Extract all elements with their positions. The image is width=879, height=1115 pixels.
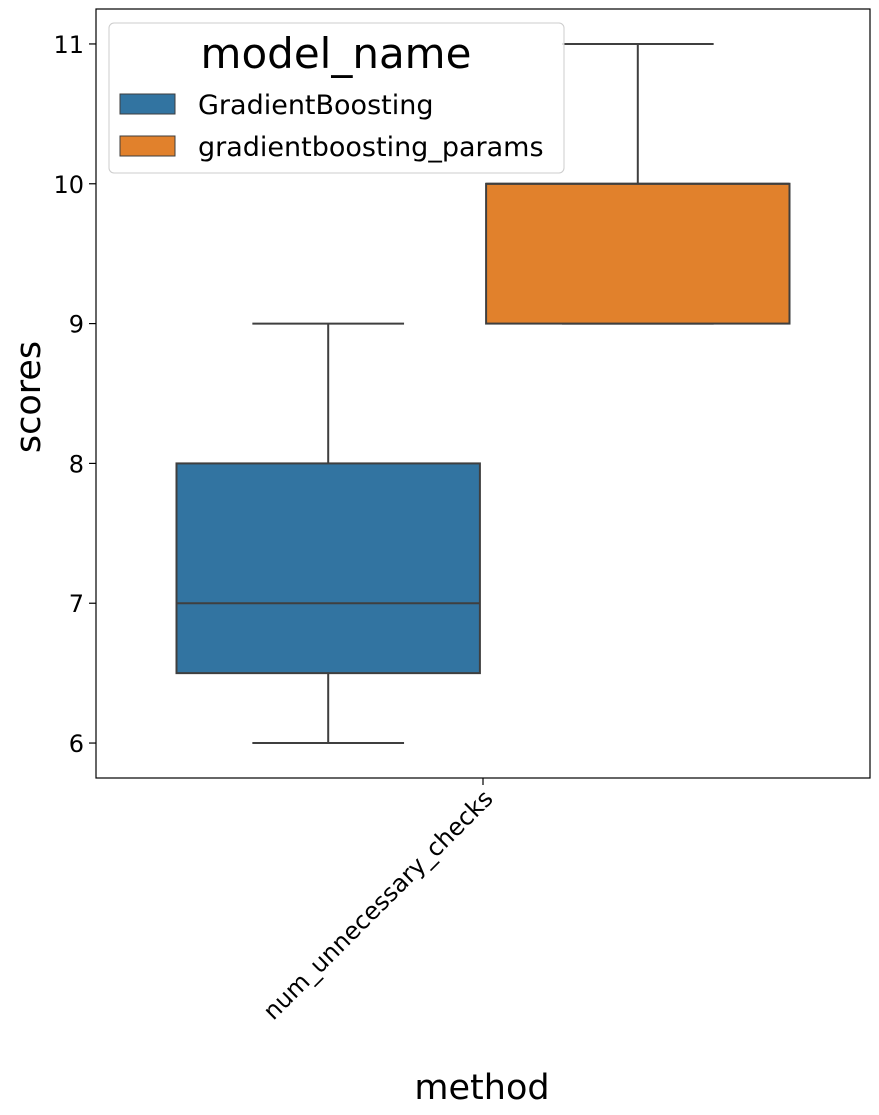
- legend-swatch-gradientboosting-params: [119, 135, 176, 157]
- y-tick-label: 8: [69, 450, 84, 478]
- box-gradientboosting: [175, 322, 481, 745]
- y-tick-label: 6: [69, 730, 84, 758]
- y-axis-label: scores: [9, 341, 49, 453]
- legend-label-gradientboosting: GradientBoosting: [198, 90, 434, 121]
- box-body: [175, 462, 481, 675]
- y-axis-ticks: 6 7 8 9 10 11: [53, 31, 96, 758]
- y-tick-label: 9: [69, 311, 84, 339]
- boxes-layer: [175, 42, 791, 745]
- legend-title: model_name: [201, 29, 472, 78]
- legend-frame: [108, 22, 565, 174]
- y-tick-label: 11: [53, 31, 84, 59]
- legend-label-gradientboosting-params: gradientboosting_params: [198, 132, 544, 163]
- y-tick-label: 10: [53, 171, 84, 199]
- legend: model_name GradientBoosting gradientboos…: [108, 22, 565, 174]
- y-tick-label: 7: [69, 590, 84, 618]
- box-gradientboosting-params: [485, 42, 791, 325]
- x-axis-label: method: [414, 1068, 549, 1108]
- legend-swatch-gradientboosting: [119, 93, 176, 115]
- box-body: [485, 182, 791, 325]
